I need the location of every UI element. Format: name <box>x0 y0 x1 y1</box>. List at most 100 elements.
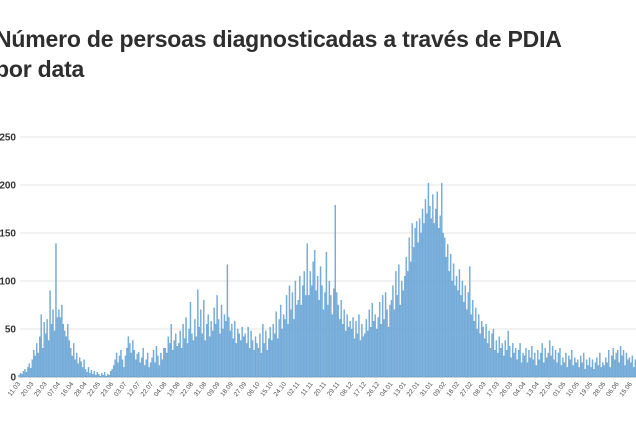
bar[interactable] <box>449 253 452 378</box>
bar[interactable] <box>410 261 412 378</box>
bar[interactable] <box>433 223 436 378</box>
bar[interactable] <box>50 324 53 378</box>
bar[interactable] <box>209 336 211 378</box>
bar[interactable] <box>149 362 152 378</box>
bar[interactable] <box>90 370 93 378</box>
bar[interactable] <box>625 352 628 378</box>
bar[interactable] <box>347 326 350 378</box>
bar[interactable] <box>455 276 458 378</box>
bar[interactable] <box>243 336 245 378</box>
bar[interactable] <box>189 301 192 378</box>
bar[interactable] <box>43 322 45 378</box>
bar[interactable] <box>291 292 294 378</box>
bar[interactable] <box>245 343 248 378</box>
bar[interactable] <box>265 330 267 378</box>
bar[interactable] <box>446 244 449 378</box>
bar[interactable] <box>129 343 131 378</box>
bar[interactable] <box>325 252 328 378</box>
bar[interactable] <box>141 357 143 378</box>
bar[interactable] <box>529 357 532 378</box>
bar[interactable] <box>408 237 410 378</box>
bar[interactable] <box>613 359 616 378</box>
bar[interactable] <box>65 336 68 378</box>
bar[interactable] <box>331 314 334 378</box>
bar[interactable] <box>395 271 397 378</box>
bar[interactable] <box>550 355 552 378</box>
bar[interactable] <box>504 340 506 378</box>
bar[interactable] <box>430 218 433 378</box>
bar[interactable] <box>59 317 62 378</box>
bar[interactable] <box>538 359 540 378</box>
bar[interactable] <box>606 362 608 378</box>
bar[interactable] <box>124 355 127 378</box>
bar[interactable] <box>18 374 20 378</box>
bar[interactable] <box>316 276 319 378</box>
bar[interactable] <box>378 301 381 378</box>
bar[interactable] <box>444 237 446 378</box>
bar[interactable] <box>485 324 487 378</box>
bar[interactable] <box>192 340 195 378</box>
bar[interactable] <box>169 343 171 378</box>
bar[interactable] <box>42 348 44 378</box>
bar[interactable] <box>581 362 583 378</box>
bar[interactable] <box>75 352 78 378</box>
bar[interactable] <box>294 280 297 378</box>
bar[interactable] <box>315 290 317 378</box>
bar[interactable] <box>105 375 107 378</box>
bar[interactable] <box>476 328 478 378</box>
bar[interactable] <box>211 330 214 378</box>
bar[interactable] <box>427 182 430 378</box>
bar[interactable] <box>248 348 251 378</box>
bar[interactable] <box>206 324 208 378</box>
bar[interactable] <box>297 300 300 378</box>
bar[interactable] <box>436 191 438 378</box>
bar[interactable] <box>210 321 212 378</box>
bar[interactable] <box>569 359 571 378</box>
bar[interactable] <box>551 346 554 378</box>
bar[interactable] <box>74 359 76 378</box>
bar[interactable] <box>166 352 168 378</box>
bar[interactable] <box>263 343 266 378</box>
bar[interactable] <box>77 363 79 378</box>
bar[interactable] <box>170 324 172 378</box>
bar[interactable] <box>611 355 613 378</box>
bar[interactable] <box>346 314 348 378</box>
bar[interactable] <box>145 359 147 378</box>
bar[interactable] <box>305 295 307 378</box>
bar[interactable] <box>619 346 622 378</box>
bar[interactable] <box>330 295 332 378</box>
bar[interactable] <box>44 333 47 378</box>
bar[interactable] <box>121 359 124 378</box>
bar[interactable] <box>52 309 54 378</box>
bar[interactable] <box>389 304 391 378</box>
bar[interactable] <box>353 338 356 378</box>
bar[interactable] <box>451 280 453 378</box>
bar[interactable] <box>424 199 427 378</box>
bar[interactable] <box>28 363 31 378</box>
bar[interactable] <box>534 352 536 378</box>
bar[interactable] <box>84 369 87 378</box>
bar[interactable] <box>142 348 144 378</box>
bar[interactable] <box>432 194 434 378</box>
bar[interactable] <box>157 355 159 378</box>
bar[interactable] <box>475 307 477 378</box>
bar[interactable] <box>118 355 121 378</box>
bar[interactable] <box>46 319 48 378</box>
bar[interactable] <box>288 285 291 378</box>
bar[interactable] <box>522 352 524 378</box>
bar[interactable] <box>404 276 406 378</box>
bar[interactable] <box>180 348 183 378</box>
bar[interactable] <box>27 367 29 378</box>
bar[interactable] <box>300 304 302 378</box>
bar[interactable] <box>513 352 515 378</box>
bar[interactable] <box>507 330 509 378</box>
bar[interactable] <box>368 309 370 378</box>
bar[interactable] <box>442 232 444 378</box>
bar[interactable] <box>200 309 202 378</box>
bar[interactable] <box>287 324 289 378</box>
bar[interactable] <box>241 326 243 378</box>
bar[interactable] <box>61 304 63 378</box>
bar[interactable] <box>244 333 246 378</box>
bar[interactable] <box>407 271 409 378</box>
bar[interactable] <box>33 349 35 378</box>
